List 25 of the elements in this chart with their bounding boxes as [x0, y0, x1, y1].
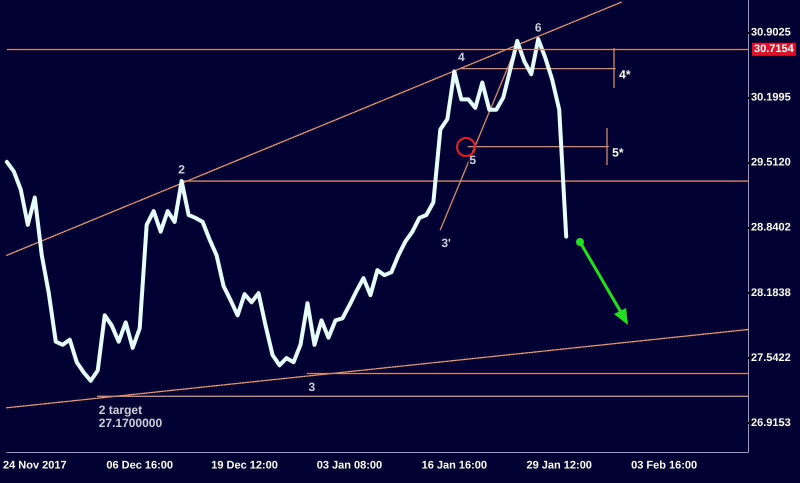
x-tick-label: 29 Jan 12:00 [526, 460, 592, 472]
y-tick-label: 28.8402 [751, 222, 791, 234]
annotation: 3 [308, 380, 316, 394]
y-tick-label: 26.9153 [751, 416, 791, 429]
ref-line-label: 30.7154 [754, 43, 795, 56]
annotation: 2 [178, 162, 186, 177]
y-tick-label: 28.1838 [751, 286, 791, 299]
annotation: 5 [469, 153, 476, 168]
y-tick-label: 30.1995 [751, 92, 791, 104]
x-tick-label: 03 Jan 08:00 [316, 460, 382, 472]
y-tick-label: 30.9025 [751, 26, 791, 39]
annotation: 6 [534, 20, 542, 35]
annotation: 3' [441, 236, 452, 250]
y-tick-label: 29.5120 [751, 156, 791, 169]
annotation: 2 target 27.1700000 [98, 402, 162, 430]
x-tick-label: 24 Nov 2017 [2, 460, 67, 472]
x-tick-label: 03 Feb 16:00 [631, 460, 698, 472]
x-tick-label: 19 Dec 12:00 [211, 460, 278, 472]
y-tick-label: 27.5422 [751, 352, 791, 364]
x-tick-label: 06 Dec 16:00 [106, 460, 174, 472]
annotation: 4 [458, 50, 465, 64]
series-label: 4* [619, 68, 631, 82]
x-tick-label: 16 Jan 16:00 [422, 460, 488, 472]
line-series [4, 37, 568, 383]
series-label: 5* [612, 146, 624, 160]
